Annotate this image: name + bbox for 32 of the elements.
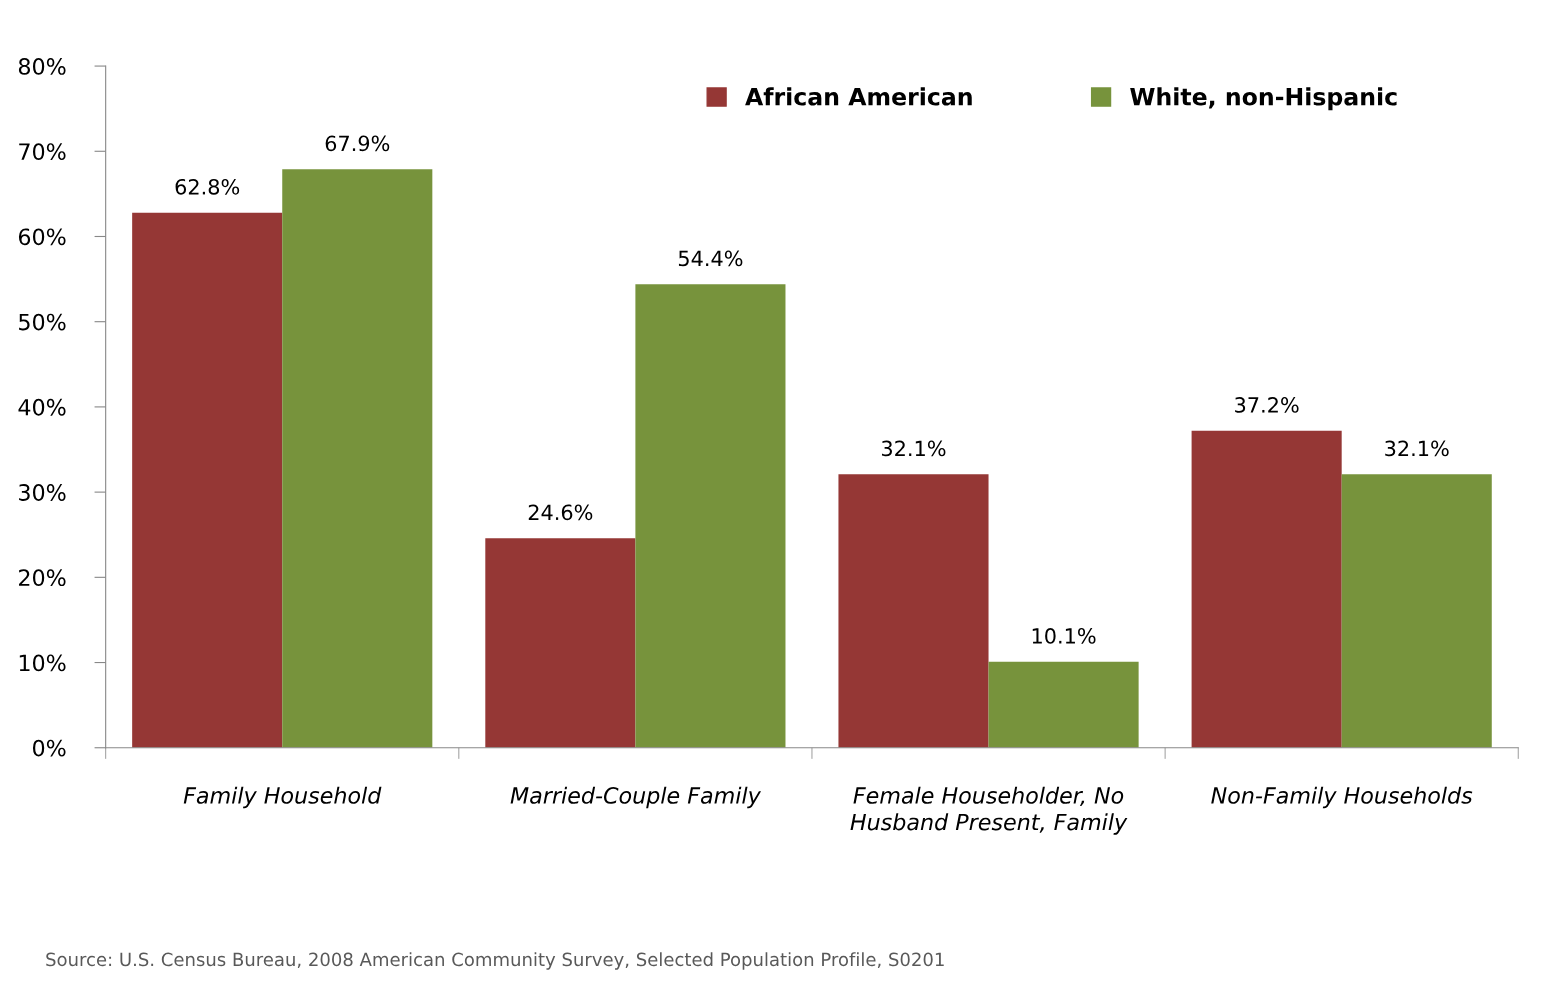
source-note: Source: U.S. Census Bureau, 2008 American Community Survey, Selected Population Profile, S0201	[46, 952, 944, 970]
y-tick-label: 70%	[19, 143, 66, 161]
bar	[485, 538, 636, 748]
data-label: 54.4%	[678, 250, 743, 267]
y-tick-label: 30%	[19, 484, 66, 501]
y-tick-label: 0%	[32, 739, 66, 757]
data-label: 62.8%	[175, 178, 240, 195]
x-tick-label: Family Household	[183, 786, 382, 809]
x-tick-label: Married-Couple Family	[510, 786, 762, 809]
y-tick-label: 40%	[18, 398, 66, 416]
data-label: 24.6%	[528, 504, 593, 521]
legend-label: African American	[745, 87, 972, 106]
y-tick-label: 50%	[19, 313, 66, 331]
y-tick-label: 80%	[18, 58, 66, 75]
data-label: 67.9%	[325, 135, 390, 152]
bar	[838, 474, 989, 748]
bar	[1191, 430, 1342, 748]
data-label: 32.1%	[881, 440, 946, 457]
bar	[282, 169, 433, 748]
bar	[988, 661, 1139, 748]
y-tick-label: 20%	[19, 569, 66, 587]
data-label: 32.1%	[1385, 440, 1449, 457]
x-tick-label: Non-Family Households	[1211, 786, 1473, 809]
y-tick-label: 60%	[18, 228, 66, 246]
bar	[1341, 474, 1492, 748]
y-tick-label: 10%	[19, 654, 66, 672]
legend-label: White, non-Hispanic	[1130, 87, 1397, 111]
bar	[132, 212, 283, 748]
x-tick-label: Female Householder, No Husband Present, Family	[850, 786, 1128, 835]
bar	[635, 284, 786, 748]
data-label: 10.1%	[1032, 628, 1096, 644]
data-label: 37.2%	[1235, 397, 1299, 413]
